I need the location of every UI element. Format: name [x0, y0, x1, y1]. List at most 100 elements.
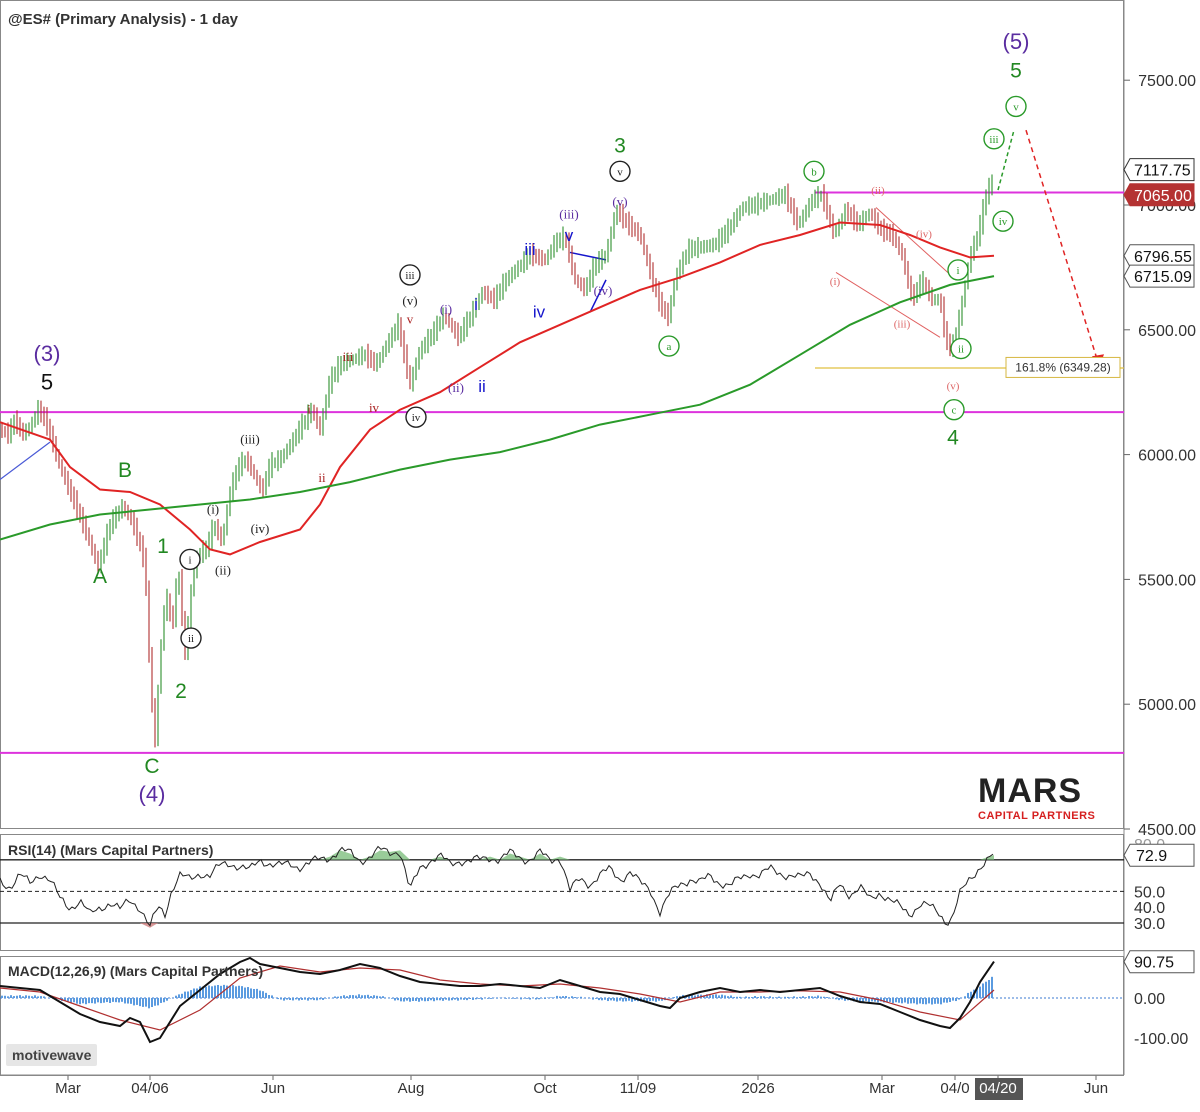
macd-histogram-bar — [403, 998, 405, 1002]
macd-histogram-bar — [118, 998, 120, 1002]
macd-histogram-bar — [406, 998, 408, 1001]
macd-histogram-bar — [736, 997, 738, 998]
wave-label: (iii) — [559, 207, 579, 222]
macd-histogram-bar — [322, 998, 324, 1000]
macd-histogram-bar — [916, 998, 918, 1004]
macd-histogram-bar — [373, 995, 375, 998]
macd-histogram-bar — [91, 998, 93, 1003]
chart-title: @ES# (Primary Analysis) - 1 day — [8, 11, 238, 28]
circled-wave-label: ii — [958, 344, 964, 356]
macd-histogram-bar — [127, 998, 129, 1004]
macd-histogram-bar — [868, 998, 870, 1002]
channel-line — [836, 272, 940, 337]
macd-histogram-bar — [397, 998, 399, 1000]
wave-label: (4) — [139, 782, 166, 807]
macd-histogram-bar — [295, 998, 297, 999]
macd-histogram-bar — [205, 987, 207, 998]
macd-histogram-bar — [37, 996, 39, 998]
macd-histogram-bar — [763, 996, 765, 998]
macd-histogram-bar — [436, 998, 438, 1000]
channel-line — [876, 207, 956, 279]
macd-histogram-bar — [283, 998, 285, 1001]
macd-histogram-bar — [487, 998, 489, 999]
rsi-overbought-fill — [350, 853, 360, 859]
rsi-tick-label: 50.0 — [1134, 884, 1165, 901]
macd-histogram-bar — [910, 998, 912, 1003]
macd-histogram-bar — [574, 997, 576, 998]
macd-histogram-bar — [571, 996, 573, 998]
macd-histogram-bar — [466, 998, 468, 1000]
macd-histogram-bar — [622, 998, 624, 1002]
macd-histogram-bar — [811, 996, 813, 998]
macd-histogram-bar — [598, 998, 600, 1000]
macd-histogram-bar — [784, 997, 786, 998]
macd-histogram-bar — [802, 996, 804, 998]
macd-histogram-bar — [94, 998, 96, 1004]
macd-histogram-bar — [313, 998, 315, 1000]
circled-wave-label: a — [667, 341, 672, 353]
macd-histogram-bar — [292, 998, 294, 1000]
x-tick-label: 04/0 — [940, 1080, 969, 1097]
macd-histogram-bar — [730, 996, 732, 998]
macd-histogram-bar — [625, 998, 627, 1001]
circled-wave-label: v — [617, 166, 623, 178]
macd-histogram-bar — [457, 998, 459, 1001]
wave-label: 1 — [157, 535, 169, 558]
price-tick-label: 5000.00 — [1138, 697, 1196, 714]
macd-histogram-bar — [67, 998, 69, 1001]
macd-histogram-bar — [151, 998, 153, 1007]
macd-histogram-bar — [109, 998, 111, 1003]
trendline — [0, 442, 50, 479]
macd-histogram-bar — [286, 998, 288, 1000]
wave-label: (iii) — [894, 318, 911, 330]
macd-histogram-bar — [529, 998, 531, 1000]
macd-histogram-bar — [673, 997, 675, 998]
macd-histogram-bar — [337, 997, 339, 998]
macd-histogram-bar — [904, 998, 906, 1003]
macd-histogram-bar — [76, 998, 78, 1004]
macd-histogram-bar — [103, 998, 105, 1003]
macd-histogram-bar — [931, 998, 933, 1005]
macd-histogram-bar — [892, 998, 894, 1003]
x-tick-label: 04/06 — [131, 1080, 169, 1097]
macd-histogram-bar — [184, 992, 186, 998]
logo-main-text: MARS — [978, 772, 1118, 810]
price-label: 7065.00 — [1134, 188, 1192, 205]
macd-histogram-bar — [211, 986, 213, 998]
macd-histogram-bar — [262, 991, 264, 998]
macd-histogram-bar — [607, 998, 609, 1001]
wave-label: ii — [318, 470, 326, 485]
macd-histogram-bar — [805, 997, 807, 998]
wave-label: (ii) — [448, 380, 464, 395]
macd-histogram-bar — [793, 996, 795, 998]
macd-histogram-bar — [214, 986, 216, 998]
wave-label: (iii) — [240, 431, 260, 446]
macd-histogram-bar — [157, 998, 159, 1005]
macd-histogram-bar — [178, 994, 180, 998]
macd-histogram-bar — [271, 995, 273, 998]
macd-histogram-bar — [481, 998, 483, 1000]
macd-histogram-bar — [535, 998, 537, 999]
rsi-line — [0, 847, 993, 926]
macd-histogram-bar — [814, 997, 816, 998]
wave-label: (iv) — [594, 283, 613, 298]
macd-histogram-bar — [739, 997, 741, 998]
macd-histogram-bar — [133, 998, 135, 1005]
macd-histogram-bar — [556, 996, 558, 998]
macd-histogram-bar — [565, 996, 567, 998]
trendline — [570, 252, 606, 259]
x-tick-label: 11/09 — [620, 1080, 656, 1097]
macd-histogram-bar — [823, 997, 825, 998]
wave-label: iii — [524, 240, 535, 259]
macd-histogram-bar — [382, 996, 384, 998]
macd-histogram-bar — [121, 998, 123, 1002]
macd-histogram-bar — [766, 997, 768, 998]
macd-histogram-bar — [958, 998, 960, 1000]
macd-histogram-bar — [769, 996, 771, 998]
macd-histogram-bar — [421, 998, 423, 1001]
rsi-oversold-fill — [150, 923, 158, 928]
wave-label: i — [474, 295, 478, 314]
macd-histogram-bar — [928, 998, 930, 1003]
